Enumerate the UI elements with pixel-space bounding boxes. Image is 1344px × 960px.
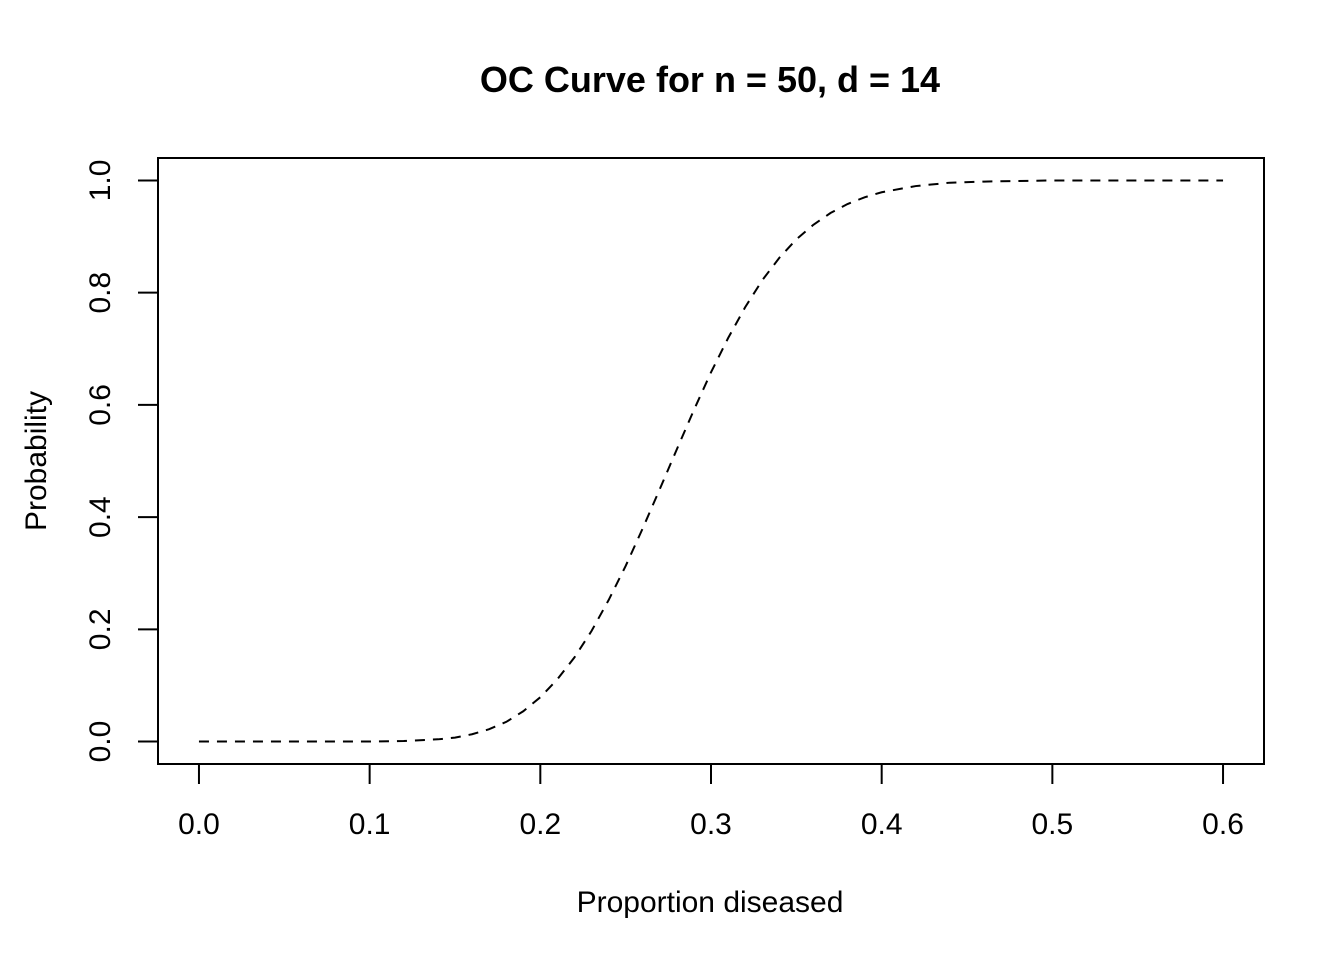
y-tick-label: 0.6	[84, 384, 117, 426]
y-tick-label: 0.0	[84, 721, 117, 763]
y-tick-label: 0.4	[84, 496, 117, 538]
plot-frame	[157, 157, 1265, 765]
chart-title: OC Curve for n = 50, d = 14	[480, 59, 940, 100]
y-tick-label: 0.8	[84, 272, 117, 314]
x-axis-label: Proportion diseased	[577, 886, 844, 919]
x-tick-label: 0.2	[519, 808, 561, 841]
y-tick-label: 1.0	[84, 160, 117, 202]
x-tick-label: 0.0	[178, 808, 220, 841]
x-tick-label: 0.4	[861, 808, 903, 841]
x-tick-label: 0.1	[349, 808, 391, 841]
x-tick-label: 0.6	[1202, 808, 1244, 841]
y-axis: 0.0 0.2 0.4 0.6 0.8 1.0	[84, 160, 159, 763]
x-tick-label: 0.3	[690, 808, 732, 841]
x-tick-label: 0.5	[1031, 808, 1073, 841]
oc-curve-line	[198, 179, 1224, 743]
y-tick-label: 0.2	[84, 608, 117, 650]
x-axis: 0.0 0.1 0.2 0.3 0.4 0.5 0.6	[178, 763, 1244, 841]
y-axis-label: Probability	[20, 391, 53, 531]
